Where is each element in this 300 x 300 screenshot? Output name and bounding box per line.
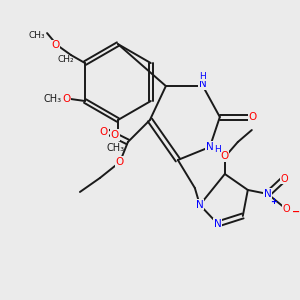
- Text: −: −: [292, 207, 300, 217]
- Text: O: O: [249, 112, 257, 122]
- Text: H: H: [214, 146, 221, 154]
- Text: H: H: [200, 72, 206, 81]
- Text: O: O: [111, 130, 119, 140]
- Text: CH₃: CH₃: [107, 143, 125, 153]
- Text: O: O: [221, 151, 229, 161]
- Text: N: N: [214, 219, 222, 229]
- Text: O: O: [281, 174, 289, 184]
- Text: N: N: [196, 200, 204, 210]
- Text: N: N: [199, 79, 207, 89]
- Text: O: O: [51, 40, 59, 50]
- Text: O: O: [116, 157, 124, 167]
- Text: O: O: [100, 127, 108, 137]
- Text: CH₃: CH₃: [44, 94, 62, 104]
- Text: N: N: [206, 142, 214, 152]
- Text: N: N: [264, 189, 272, 199]
- Text: +: +: [270, 197, 277, 206]
- Text: CH₂: CH₂: [58, 55, 74, 64]
- Text: CH₃: CH₃: [29, 31, 45, 40]
- Text: O: O: [283, 204, 291, 214]
- Text: O: O: [62, 94, 70, 104]
